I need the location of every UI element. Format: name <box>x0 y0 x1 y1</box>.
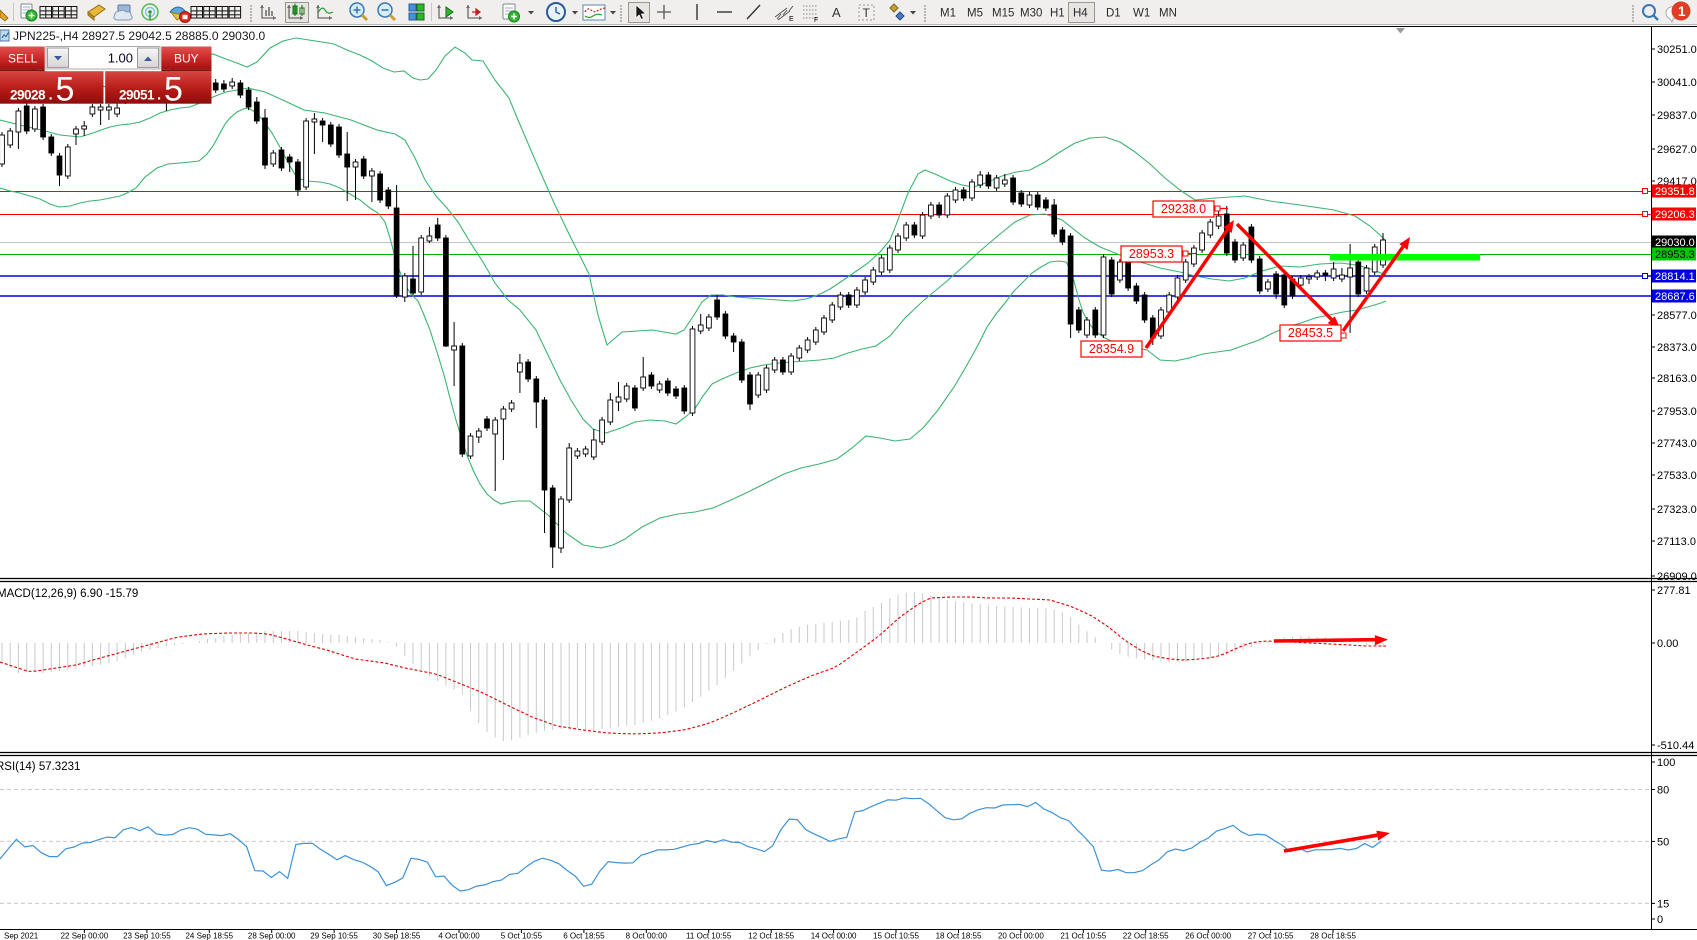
svg-text:100: 100 <box>1657 757 1675 769</box>
svg-text:29 Sep 10:55: 29 Sep 10:55 <box>310 932 358 940</box>
svg-text:.: . <box>157 87 161 104</box>
svg-text:22 Oct 18:55: 22 Oct 18:55 <box>1123 932 1169 940</box>
svg-text:50: 50 <box>1657 836 1669 848</box>
svg-text:20 Oct 00:00: 20 Oct 00:00 <box>998 932 1044 940</box>
svg-text:29351.8: 29351.8 <box>1655 186 1695 198</box>
svg-text:M1: M1 <box>940 8 956 20</box>
svg-text:26 Oct 00:00: 26 Oct 00:00 <box>1185 932 1231 940</box>
svg-text:277.81: 277.81 <box>1657 585 1691 597</box>
svg-text:29627.0: 29627.0 <box>1657 144 1697 156</box>
svg-text:22 Sep 00:00: 22 Sep 00:00 <box>61 932 109 940</box>
svg-text:29837.0: 29837.0 <box>1657 110 1697 122</box>
svg-text:Sep 2021: Sep 2021 <box>4 932 39 940</box>
svg-text:M15: M15 <box>992 8 1014 20</box>
svg-text:0.00: 0.00 <box>1657 638 1678 650</box>
svg-text:12 Oct 18:55: 12 Oct 18:55 <box>748 932 794 940</box>
svg-text:6 Oct 18:55: 6 Oct 18:55 <box>563 932 605 940</box>
svg-text:28577.0: 28577.0 <box>1657 310 1697 322</box>
svg-text:.: . <box>49 87 53 104</box>
svg-text:30 Sep 18:55: 30 Sep 18:55 <box>373 932 421 940</box>
svg-text:E: E <box>789 16 794 23</box>
svg-text:M30: M30 <box>1020 8 1042 20</box>
svg-text:24 Sep 18:55: 24 Sep 18:55 <box>185 932 233 940</box>
svg-text:30251.0: 30251.0 <box>1657 44 1697 56</box>
svg-text:1.00: 1.00 <box>108 51 133 66</box>
svg-text:30041.0: 30041.0 <box>1657 77 1697 89</box>
svg-text:5 Oct 10:55: 5 Oct 10:55 <box>501 932 543 940</box>
svg-text:5: 5 <box>164 71 183 109</box>
svg-text:8 Oct 00:00: 8 Oct 00:00 <box>626 932 668 940</box>
svg-text:27113.0: 27113.0 <box>1657 536 1696 548</box>
svg-text:-510.44: -510.44 <box>1657 740 1694 752</box>
svg-text:H1: H1 <box>1050 8 1065 20</box>
svg-text:28 Sep 00:00: 28 Sep 00:00 <box>248 932 296 940</box>
svg-text:23 Sep 10:55: 23 Sep 10:55 <box>123 932 171 940</box>
svg-text:F: F <box>814 17 818 24</box>
svg-text:26909.0: 26909.0 <box>1657 571 1697 583</box>
svg-text:27533.0: 27533.0 <box>1657 470 1697 482</box>
svg-text:28373.0: 28373.0 <box>1657 342 1697 354</box>
svg-text:28453.5: 28453.5 <box>1288 326 1333 340</box>
svg-text:14 Oct 00:00: 14 Oct 00:00 <box>811 932 857 940</box>
svg-text:5: 5 <box>56 71 75 109</box>
svg-text:80: 80 <box>1657 785 1669 797</box>
svg-text:15 Oct 10:55: 15 Oct 10:55 <box>873 932 919 940</box>
svg-text:29238.0: 29238.0 <box>1161 202 1206 216</box>
svg-text:21 Oct 10:55: 21 Oct 10:55 <box>1060 932 1106 940</box>
svg-text:29206.3: 29206.3 <box>1655 209 1695 221</box>
svg-text:H4: H4 <box>1073 8 1088 20</box>
svg-text:28953.3: 28953.3 <box>1655 249 1695 261</box>
svg-text:15: 15 <box>1657 898 1669 910</box>
svg-text:28 Oct 18:55: 28 Oct 18:55 <box>1310 932 1356 940</box>
svg-text:4 Oct 00:00: 4 Oct 00:00 <box>438 932 480 940</box>
svg-text:27743.0: 27743.0 <box>1657 438 1697 450</box>
svg-text:MN: MN <box>1159 8 1177 20</box>
svg-text:W1: W1 <box>1133 8 1150 20</box>
svg-text:18 Oct 18:55: 18 Oct 18:55 <box>936 932 982 940</box>
svg-text:0: 0 <box>1657 914 1663 926</box>
svg-text:11 Oct 10:55: 11 Oct 10:55 <box>686 932 732 940</box>
svg-text:D1: D1 <box>1106 8 1121 20</box>
svg-text:A: A <box>832 5 841 20</box>
svg-text:27 Oct 10:55: 27 Oct 10:55 <box>1248 932 1294 940</box>
svg-text:27953.0: 27953.0 <box>1657 406 1697 418</box>
svg-text:29051: 29051 <box>119 88 155 103</box>
svg-text:28814.1: 28814.1 <box>1655 271 1695 283</box>
svg-text:JPN225-,H4 28927.5 29042.5 28: JPN225-,H4 28927.5 29042.5 28885.0 29030… <box>13 29 266 43</box>
svg-text:MACD(12,26,9) 6.90 -15.79: MACD(12,26,9) 6.90 -15.79 <box>0 588 138 600</box>
svg-text:SELL: SELL <box>8 52 38 66</box>
svg-text:1: 1 <box>1678 4 1686 19</box>
svg-text:M5: M5 <box>967 8 983 20</box>
svg-text:28163.0: 28163.0 <box>1657 373 1697 385</box>
svg-text:RSI(14) 57.3231: RSI(14) 57.3231 <box>0 761 80 773</box>
svg-text:27323.0: 27323.0 <box>1657 504 1697 516</box>
svg-text:29028: 29028 <box>10 88 46 103</box>
svg-text:BUY: BUY <box>174 52 199 66</box>
svg-text:T: T <box>863 6 871 20</box>
svg-text:28953.3: 28953.3 <box>1129 247 1174 261</box>
svg-text:29030.0: 29030.0 <box>1655 237 1695 249</box>
svg-text:28354.9: 28354.9 <box>1089 342 1134 356</box>
svg-text:28687.6: 28687.6 <box>1655 291 1695 303</box>
